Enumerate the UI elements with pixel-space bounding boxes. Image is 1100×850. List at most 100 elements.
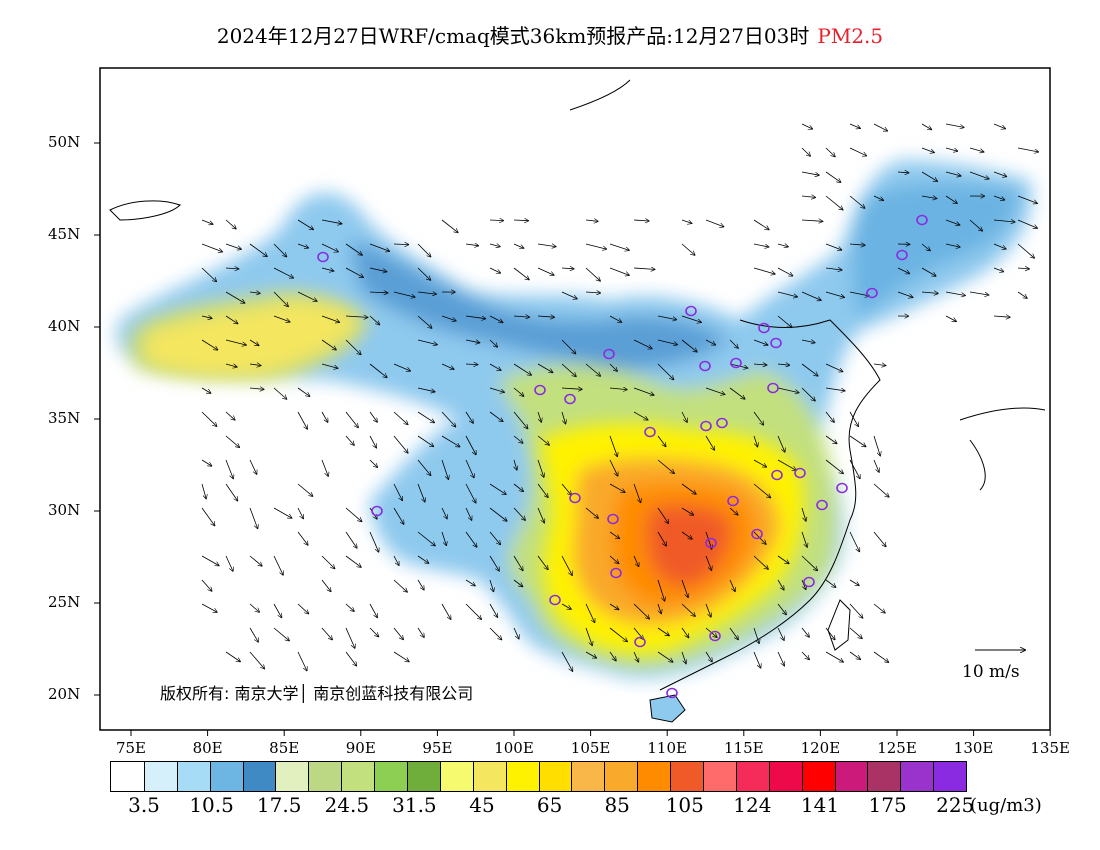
wind-arrow-icon bbox=[369, 411, 377, 422]
wind-arrow-icon bbox=[201, 603, 217, 612]
wind-arrow-icon bbox=[489, 315, 503, 322]
colorbar-swatch bbox=[538, 762, 572, 791]
wind-arrow-icon bbox=[825, 579, 836, 587]
wind-arrow-icon bbox=[993, 267, 1003, 272]
wind-arrow-icon bbox=[753, 627, 759, 643]
wind-arrow-icon bbox=[537, 411, 541, 422]
wind-arrow-icon bbox=[681, 243, 695, 255]
wind-arrow-icon bbox=[249, 459, 257, 474]
colorbar-swatch bbox=[933, 762, 967, 791]
wind-arrow-icon bbox=[633, 411, 648, 420]
lon-label: 80E bbox=[192, 739, 223, 757]
station-circle-icon bbox=[610, 567, 622, 579]
wind-arrow-icon bbox=[297, 411, 307, 429]
wind-arrow-icon bbox=[201, 316, 212, 318]
wind-arrow-icon bbox=[657, 507, 668, 523]
wind-arrow-icon bbox=[729, 579, 735, 591]
wind-arrow-icon bbox=[609, 267, 629, 275]
wind-arrow-icon bbox=[825, 171, 841, 182]
wind-arrow-icon bbox=[201, 555, 219, 566]
wind-arrow-icon bbox=[321, 627, 332, 640]
wind-arrow-icon bbox=[753, 459, 766, 467]
wind-arrow-icon bbox=[633, 651, 638, 662]
wind-arrow-icon bbox=[489, 507, 507, 521]
wind-arrow-icon bbox=[441, 363, 454, 369]
station-circle-icon bbox=[534, 384, 546, 396]
wind-arrow-icon bbox=[273, 267, 293, 278]
wind-arrow-icon bbox=[609, 555, 619, 563]
wind-arrow-icon bbox=[225, 268, 239, 269]
wind-arrow-icon bbox=[561, 411, 566, 424]
wind-arrow-icon bbox=[489, 531, 500, 544]
wind-arrow-icon bbox=[249, 339, 259, 345]
wind-arrow-icon bbox=[633, 268, 655, 269]
wind-arrow-icon bbox=[849, 459, 860, 478]
wind-arrow-icon bbox=[609, 651, 616, 661]
station-circle-icon bbox=[727, 495, 739, 507]
colorbar-label: 45 bbox=[469, 793, 495, 817]
wind-arrow-icon bbox=[201, 579, 212, 591]
wind-arrow-icon bbox=[969, 219, 982, 231]
wind-arrow-icon bbox=[945, 243, 960, 247]
wind-arrow-icon bbox=[465, 483, 476, 503]
lon-label: 75E bbox=[115, 739, 147, 757]
lon-label: 105E bbox=[570, 739, 611, 757]
wind-arrow-icon bbox=[1017, 195, 1037, 203]
lon-label: 120E bbox=[800, 739, 841, 757]
wind-arrow-icon bbox=[1017, 219, 1037, 228]
wind-arrow-icon bbox=[465, 459, 474, 478]
colorbar-label: 85 bbox=[604, 793, 630, 817]
wind-arrow-icon bbox=[801, 651, 809, 659]
wind-arrow-icon bbox=[633, 387, 654, 395]
wind-arrow-icon bbox=[369, 435, 376, 448]
wind-arrow-icon bbox=[225, 243, 241, 249]
wind-arrow-icon bbox=[345, 651, 356, 666]
wind-arrow-icon bbox=[585, 267, 600, 281]
station-circle-icon bbox=[751, 528, 763, 540]
wind-arrow-icon bbox=[369, 267, 387, 272]
wind-arrow-icon bbox=[345, 243, 362, 255]
colorbar-swatch bbox=[735, 762, 769, 791]
wind-arrow-icon bbox=[753, 435, 758, 447]
wind-arrow-icon bbox=[561, 651, 573, 671]
wind-arrow-icon bbox=[801, 363, 818, 376]
wind-arrow-icon bbox=[825, 268, 842, 270]
wind-arrow-icon bbox=[1017, 147, 1038, 152]
wind-arrow-icon bbox=[777, 651, 784, 666]
wind-arrow-icon bbox=[681, 651, 686, 664]
wind-arrow-icon bbox=[609, 531, 619, 538]
colorbar-label: 105 bbox=[665, 793, 704, 817]
wind-arrow-icon bbox=[249, 651, 264, 669]
wind-arrow-icon bbox=[873, 531, 886, 546]
wind-arrow-icon bbox=[513, 507, 525, 520]
wind-arrow-icon bbox=[393, 483, 402, 500]
wind-arrow-icon bbox=[945, 291, 965, 296]
wind-arrow-icon bbox=[489, 339, 497, 347]
wind-arrow-icon bbox=[489, 220, 503, 221]
wind-arrow-icon bbox=[705, 555, 712, 570]
wind-arrow-icon bbox=[321, 315, 339, 322]
wind-arrow-icon bbox=[441, 315, 456, 321]
wind-arrow-icon bbox=[273, 603, 282, 617]
wind-arrow-icon bbox=[321, 579, 331, 591]
colorbar-swatch bbox=[801, 762, 835, 791]
wind-arrow-icon bbox=[585, 603, 595, 622]
wind-arrow-icon bbox=[681, 579, 688, 597]
wind-arrow-icon bbox=[873, 364, 886, 366]
wind-arrow-icon bbox=[393, 411, 408, 424]
wind-arrow-icon bbox=[393, 435, 408, 453]
colorbar-label: 225 bbox=[936, 793, 975, 817]
wind-arrow-icon bbox=[465, 435, 476, 455]
wind-arrow-icon bbox=[681, 627, 689, 638]
colorbar-swatch bbox=[308, 762, 342, 791]
wind-arrow-icon bbox=[825, 459, 843, 473]
station-circle-icon bbox=[666, 687, 678, 699]
wind-arrow-icon bbox=[849, 411, 858, 426]
station-circle-icon bbox=[794, 467, 806, 479]
wind-arrow-icon bbox=[513, 435, 523, 443]
wind-arrow-icon bbox=[297, 603, 308, 614]
wind-arrow-icon bbox=[297, 243, 308, 248]
wind-arrow-icon bbox=[657, 603, 661, 614]
wind-arrow-icon bbox=[369, 315, 379, 325]
wind-arrow-icon bbox=[297, 291, 317, 301]
